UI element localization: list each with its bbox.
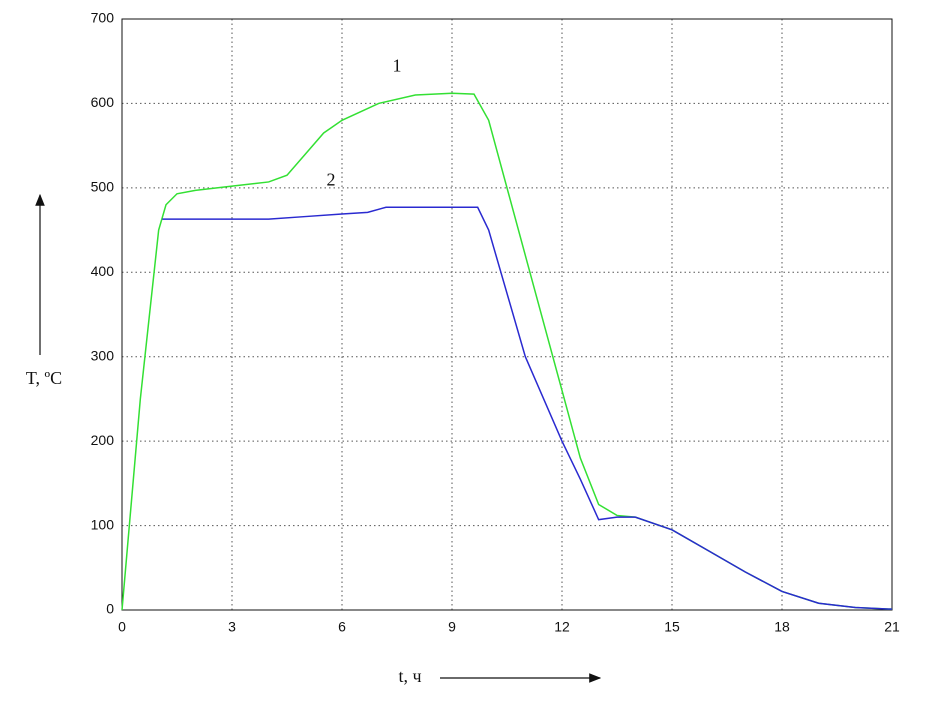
- x-tick-label: 6: [338, 619, 346, 635]
- x-tick-label: 21: [884, 619, 900, 635]
- x-tick-label: 15: [664, 619, 680, 635]
- x-tick-label: 18: [774, 619, 790, 635]
- y-tick-label: 200: [91, 432, 115, 448]
- y-tick-label: 400: [91, 263, 115, 279]
- plot-area: [122, 19, 892, 610]
- y-axis-label: T, ºC: [26, 368, 62, 388]
- x-tick-label: 0: [118, 619, 126, 635]
- series-label: 1: [393, 55, 402, 75]
- y-tick-label: 500: [91, 179, 115, 195]
- y-tick-label: 100: [91, 516, 115, 532]
- plot-frame: [121, 18, 893, 611]
- y-tick-label: 300: [91, 347, 115, 363]
- x-tick-label: 12: [554, 619, 570, 635]
- series-label: 2: [327, 169, 336, 189]
- x-axis-label: t, ч: [398, 666, 421, 686]
- line-series: [162, 206, 893, 610]
- x-tick-label: 9: [448, 619, 456, 635]
- y-tick-label: 600: [91, 94, 115, 110]
- y-tick-label: 0: [106, 601, 114, 617]
- x-tick-label: 3: [228, 619, 236, 635]
- y-tick-label: 700: [91, 10, 115, 26]
